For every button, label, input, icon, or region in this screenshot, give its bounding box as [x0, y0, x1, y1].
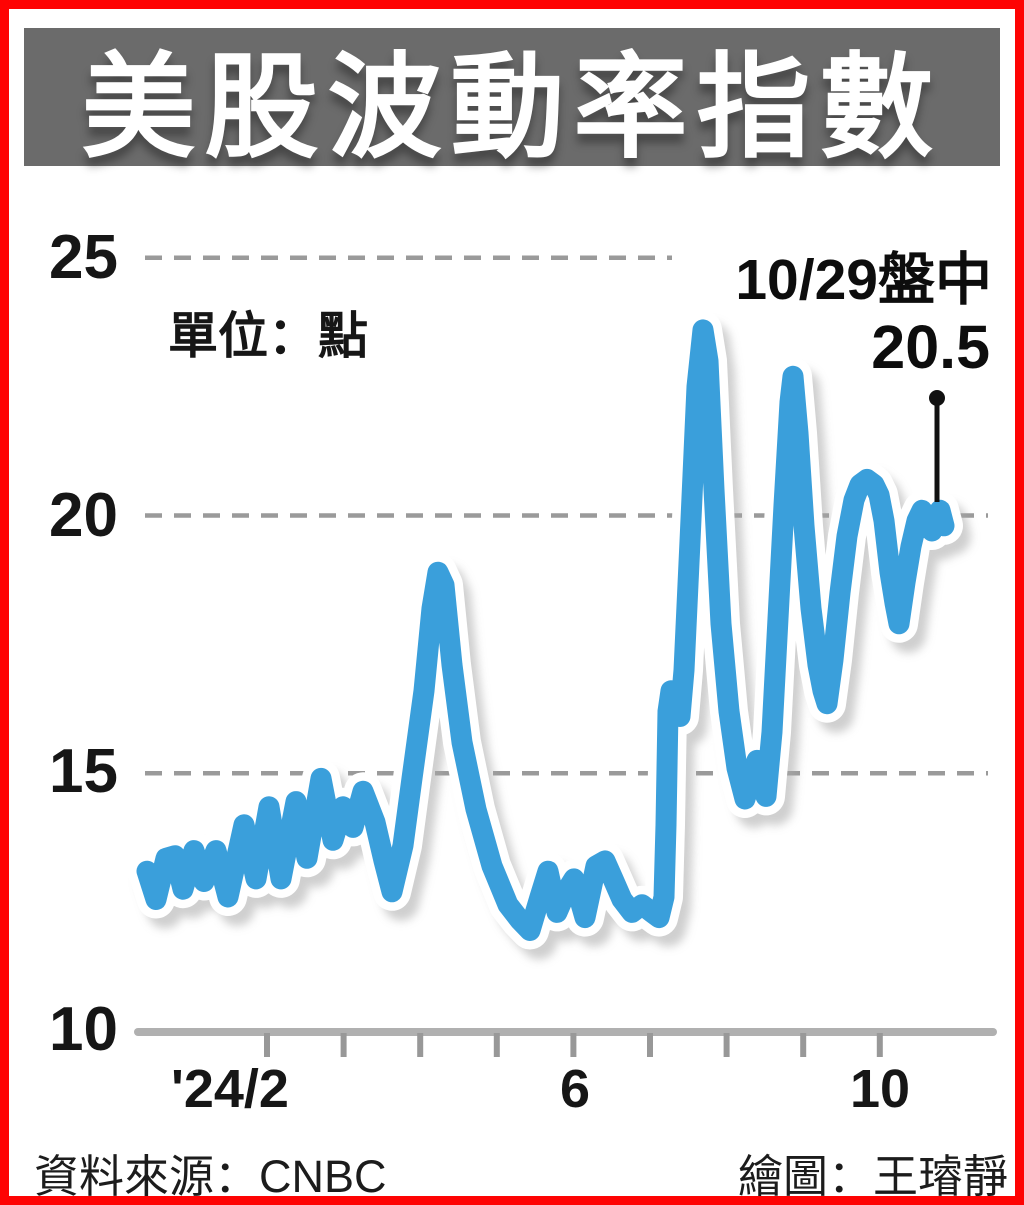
annotation-callout — [929, 390, 945, 502]
line-vix — [136, 319, 955, 941]
page-title: 美股波動率指數 — [81, 44, 943, 172]
annotation-date-label: 10/29盤中 — [735, 248, 992, 312]
x-tick-label-oct: 10 — [849, 1059, 911, 1119]
y-tick-label-20: 20 — [49, 481, 118, 550]
x-tick-label-feb: '24/2 — [171, 1059, 289, 1119]
y-tick-label-25: 25 — [49, 223, 118, 292]
y-tick-label-15: 15 — [49, 737, 118, 806]
x-tick-label-jun: 6 — [559, 1059, 591, 1119]
vix-line-series — [128, 310, 971, 960]
title-bar: 美股波動率指數 — [24, 28, 1000, 172]
illustrator-credit-label: 繪圖：王璿靜 — [737, 1151, 1008, 1202]
unit-label: 單位：點 — [168, 308, 368, 364]
data-source-label: 資料來源：CNBC — [34, 1151, 387, 1202]
x-axis — [134, 1028, 997, 1057]
annotation-value-label: 20.5 — [871, 313, 990, 381]
callout-dot — [929, 390, 945, 406]
y-tick-label-10: 10 — [49, 995, 118, 1064]
